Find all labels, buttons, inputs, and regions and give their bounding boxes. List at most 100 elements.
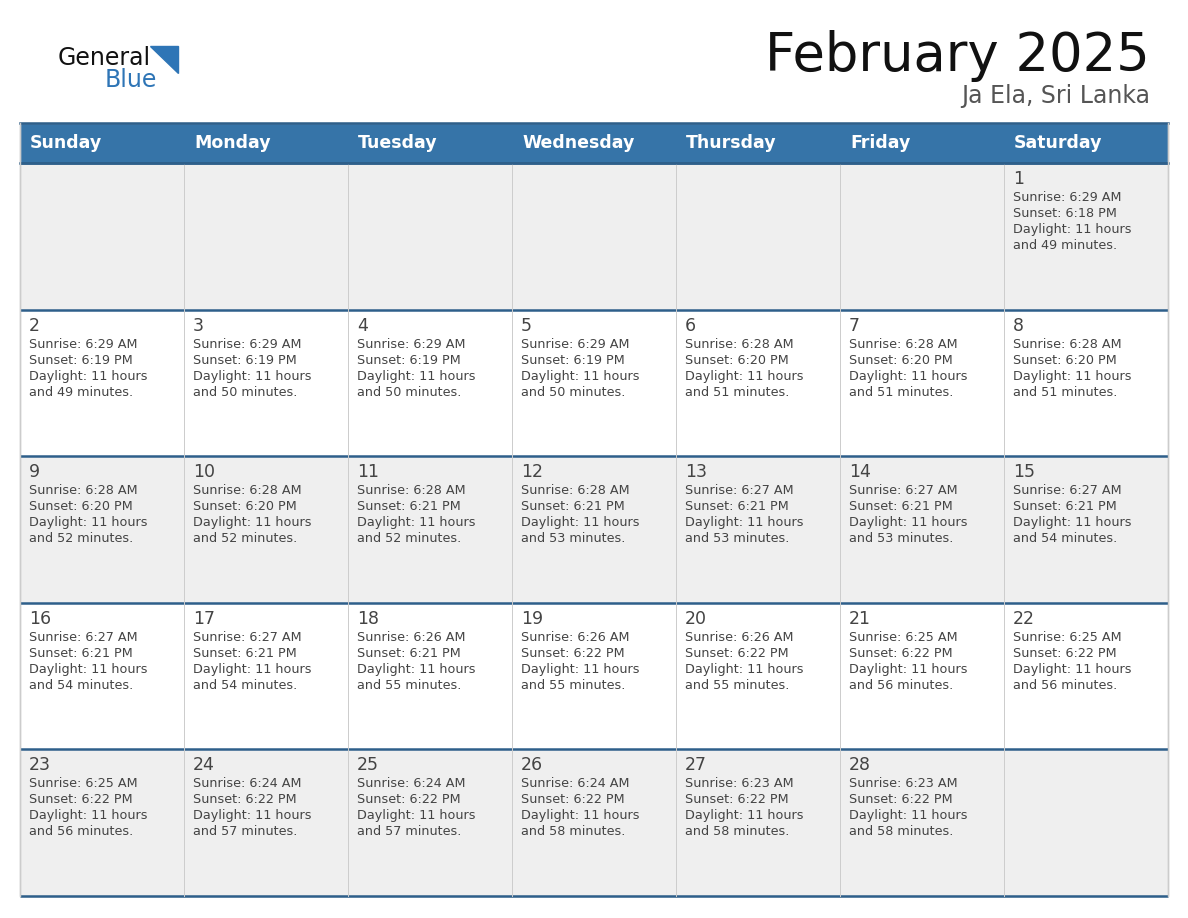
- Bar: [184, 603, 348, 749]
- Text: and 52 minutes.: and 52 minutes.: [192, 532, 297, 545]
- Bar: [1004, 456, 1168, 603]
- Text: Sunrise: 6:25 AM: Sunrise: 6:25 AM: [29, 778, 138, 790]
- Text: Sunrise: 6:27 AM: Sunrise: 6:27 AM: [192, 631, 302, 644]
- Text: 18: 18: [358, 610, 379, 628]
- Text: and 57 minutes.: and 57 minutes.: [358, 825, 461, 838]
- Text: 20: 20: [685, 610, 707, 628]
- Bar: [512, 456, 676, 603]
- Text: 2: 2: [29, 317, 40, 334]
- Text: 22: 22: [1013, 610, 1035, 628]
- Text: 26: 26: [522, 756, 543, 775]
- Bar: [1004, 163, 1168, 309]
- Text: 3: 3: [192, 317, 204, 334]
- Text: Daylight: 11 hours: Daylight: 11 hours: [1013, 663, 1131, 676]
- Bar: [676, 603, 840, 749]
- Text: Sunset: 6:19 PM: Sunset: 6:19 PM: [358, 353, 461, 366]
- Text: Sunrise: 6:26 AM: Sunrise: 6:26 AM: [522, 631, 630, 644]
- Text: Sunrise: 6:28 AM: Sunrise: 6:28 AM: [192, 484, 302, 498]
- Text: Daylight: 11 hours: Daylight: 11 hours: [358, 810, 475, 823]
- Text: Sunset: 6:22 PM: Sunset: 6:22 PM: [685, 647, 789, 660]
- Text: Sunset: 6:22 PM: Sunset: 6:22 PM: [849, 793, 953, 806]
- Bar: [20, 749, 184, 896]
- Bar: [348, 456, 512, 603]
- Text: Sunset: 6:21 PM: Sunset: 6:21 PM: [1013, 500, 1117, 513]
- Text: Sunset: 6:21 PM: Sunset: 6:21 PM: [358, 647, 461, 660]
- Text: Sunset: 6:20 PM: Sunset: 6:20 PM: [192, 500, 297, 513]
- Text: and 53 minutes.: and 53 minutes.: [522, 532, 625, 545]
- Text: Sunset: 6:22 PM: Sunset: 6:22 PM: [849, 647, 953, 660]
- Text: Sunrise: 6:28 AM: Sunrise: 6:28 AM: [358, 484, 466, 498]
- Bar: [512, 309, 676, 456]
- Text: Sunset: 6:20 PM: Sunset: 6:20 PM: [1013, 353, 1117, 366]
- Text: and 51 minutes.: and 51 minutes.: [849, 386, 954, 398]
- Text: Sunrise: 6:28 AM: Sunrise: 6:28 AM: [522, 484, 630, 498]
- Text: and 53 minutes.: and 53 minutes.: [849, 532, 954, 545]
- Text: Sunrise: 6:29 AM: Sunrise: 6:29 AM: [29, 338, 138, 351]
- Text: Sunset: 6:18 PM: Sunset: 6:18 PM: [1013, 207, 1117, 220]
- Bar: [676, 163, 840, 309]
- Bar: [676, 309, 840, 456]
- Text: 14: 14: [849, 464, 871, 481]
- Text: Sunrise: 6:25 AM: Sunrise: 6:25 AM: [1013, 631, 1121, 644]
- Text: Sunrise: 6:27 AM: Sunrise: 6:27 AM: [685, 484, 794, 498]
- Text: Sunrise: 6:27 AM: Sunrise: 6:27 AM: [1013, 484, 1121, 498]
- Text: Daylight: 11 hours: Daylight: 11 hours: [358, 516, 475, 529]
- Text: Sunset: 6:22 PM: Sunset: 6:22 PM: [358, 793, 461, 806]
- Bar: [1004, 603, 1168, 749]
- Text: Ja Ela, Sri Lanka: Ja Ela, Sri Lanka: [961, 84, 1150, 108]
- Bar: [348, 309, 512, 456]
- Text: Tuesday: Tuesday: [358, 134, 437, 152]
- Text: and 56 minutes.: and 56 minutes.: [29, 825, 133, 838]
- Text: Daylight: 11 hours: Daylight: 11 hours: [685, 663, 803, 676]
- Text: 17: 17: [192, 610, 215, 628]
- Text: and 56 minutes.: and 56 minutes.: [849, 678, 953, 692]
- Text: 24: 24: [192, 756, 215, 775]
- Text: Daylight: 11 hours: Daylight: 11 hours: [192, 370, 311, 383]
- Bar: [348, 749, 512, 896]
- Text: Daylight: 11 hours: Daylight: 11 hours: [1013, 370, 1131, 383]
- Text: Sunset: 6:20 PM: Sunset: 6:20 PM: [29, 500, 133, 513]
- Bar: [840, 603, 1004, 749]
- Text: 10: 10: [192, 464, 215, 481]
- Text: Sunset: 6:22 PM: Sunset: 6:22 PM: [29, 793, 133, 806]
- Text: February 2025: February 2025: [765, 30, 1150, 82]
- Text: 23: 23: [29, 756, 51, 775]
- Text: Sunrise: 6:27 AM: Sunrise: 6:27 AM: [29, 631, 138, 644]
- Text: and 49 minutes.: and 49 minutes.: [29, 386, 133, 398]
- Text: Daylight: 11 hours: Daylight: 11 hours: [522, 370, 639, 383]
- Text: Daylight: 11 hours: Daylight: 11 hours: [29, 663, 147, 676]
- Bar: [1004, 123, 1168, 163]
- Text: Sunset: 6:22 PM: Sunset: 6:22 PM: [685, 793, 789, 806]
- Bar: [20, 123, 1168, 896]
- Text: Thursday: Thursday: [685, 134, 777, 152]
- Text: and 49 minutes.: and 49 minutes.: [1013, 239, 1117, 252]
- Bar: [348, 163, 512, 309]
- Bar: [184, 749, 348, 896]
- Text: and 50 minutes.: and 50 minutes.: [522, 386, 625, 398]
- Text: Saturday: Saturday: [1015, 134, 1102, 152]
- Text: 21: 21: [849, 610, 871, 628]
- Text: Sunset: 6:21 PM: Sunset: 6:21 PM: [192, 647, 297, 660]
- Text: Sunset: 6:21 PM: Sunset: 6:21 PM: [685, 500, 789, 513]
- Text: Sunset: 6:19 PM: Sunset: 6:19 PM: [192, 353, 297, 366]
- Text: Daylight: 11 hours: Daylight: 11 hours: [849, 810, 967, 823]
- Text: Sunset: 6:21 PM: Sunset: 6:21 PM: [358, 500, 461, 513]
- Bar: [20, 456, 184, 603]
- Text: Sunrise: 6:28 AM: Sunrise: 6:28 AM: [29, 484, 138, 498]
- Text: Sunrise: 6:25 AM: Sunrise: 6:25 AM: [849, 631, 958, 644]
- Bar: [1004, 749, 1168, 896]
- Text: 16: 16: [29, 610, 51, 628]
- Text: Daylight: 11 hours: Daylight: 11 hours: [522, 663, 639, 676]
- Text: 28: 28: [849, 756, 871, 775]
- Text: 11: 11: [358, 464, 379, 481]
- Text: Daylight: 11 hours: Daylight: 11 hours: [358, 663, 475, 676]
- Bar: [840, 456, 1004, 603]
- Text: and 52 minutes.: and 52 minutes.: [29, 532, 133, 545]
- Bar: [676, 456, 840, 603]
- Bar: [184, 309, 348, 456]
- Bar: [840, 309, 1004, 456]
- Text: Daylight: 11 hours: Daylight: 11 hours: [358, 370, 475, 383]
- Text: Sunrise: 6:26 AM: Sunrise: 6:26 AM: [358, 631, 466, 644]
- Bar: [840, 749, 1004, 896]
- Text: Sunset: 6:21 PM: Sunset: 6:21 PM: [29, 647, 133, 660]
